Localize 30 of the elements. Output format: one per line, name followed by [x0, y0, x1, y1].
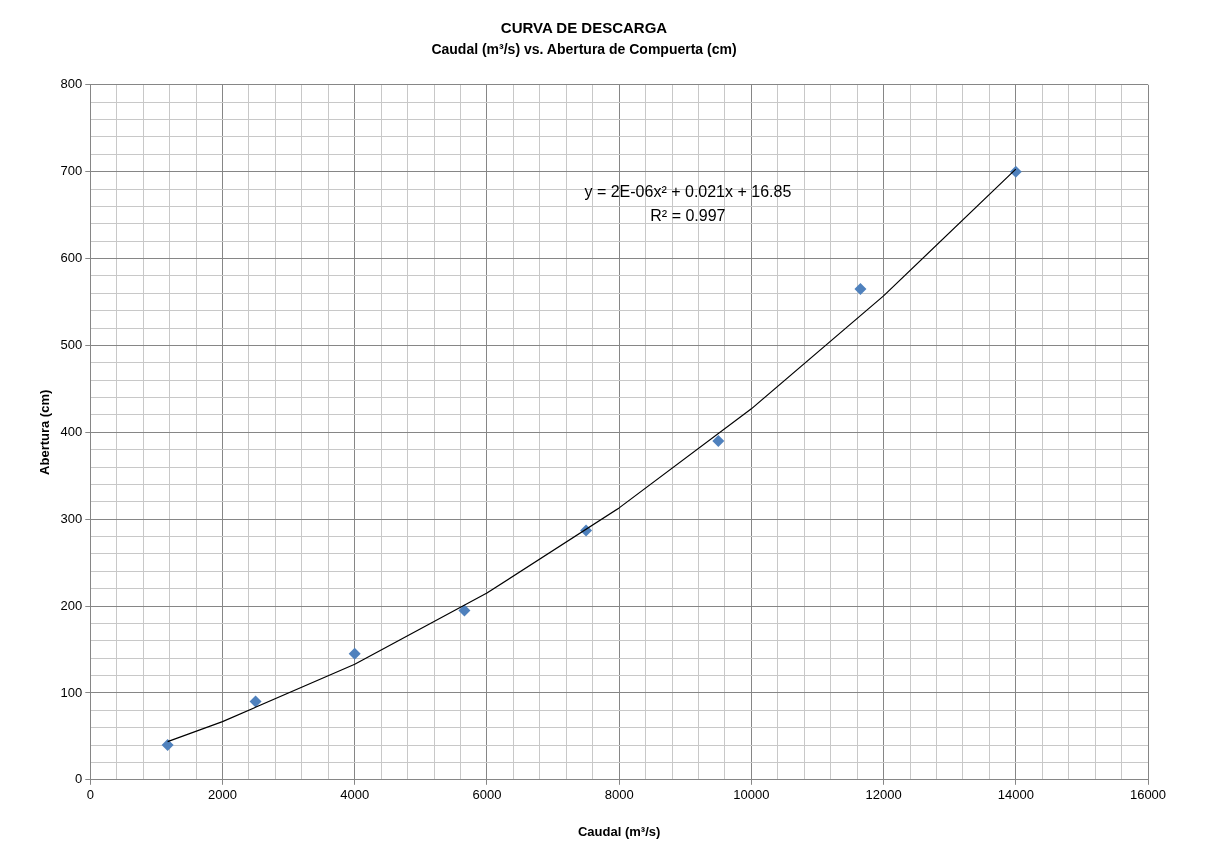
x-tick-label: 0: [86, 787, 94, 803]
x-tick-label: 16000: [1129, 787, 1167, 803]
x-axis-title: Caudal (m³/s): [577, 823, 661, 839]
y-tick-label: 400: [60, 423, 83, 439]
x-tick-label: 10000: [733, 787, 770, 803]
y-axis-title: Abertura (cm): [37, 389, 53, 475]
y-tick-label: 700: [60, 163, 83, 179]
point: [854, 282, 867, 295]
chart-title: CURVA DE DESCARGA: [500, 19, 668, 37]
point: [348, 647, 361, 660]
annotation: R² = 0.997: [650, 206, 726, 224]
x-tick-label: 8000: [604, 787, 634, 803]
y-tick-label: 100: [60, 684, 83, 700]
chart-subtitle: Caudal (m³/s) vs. Abertura de Compuerta (cm): [431, 41, 737, 58]
point: [712, 434, 725, 447]
y-tick-label: 300: [60, 510, 83, 526]
y-tick-label: 600: [60, 250, 83, 266]
x-tick-label: 14000: [997, 787, 1034, 803]
x-tick-label: 4000: [340, 787, 370, 803]
y-tick-label: 800: [60, 76, 83, 92]
y-tick-label: 0: [75, 771, 83, 787]
x-tick-label: 12000: [865, 787, 902, 803]
x-tick-label: 6000: [472, 787, 502, 803]
annotation: y = 2E-06x² + 0.021x + 16.85: [584, 182, 792, 200]
point: [249, 695, 262, 708]
point: [458, 604, 471, 617]
y-tick-label: 500: [60, 337, 83, 352]
point: [161, 739, 174, 752]
x-tick-label: 2000: [208, 787, 237, 803]
y-tick-label: 200: [60, 597, 83, 613]
